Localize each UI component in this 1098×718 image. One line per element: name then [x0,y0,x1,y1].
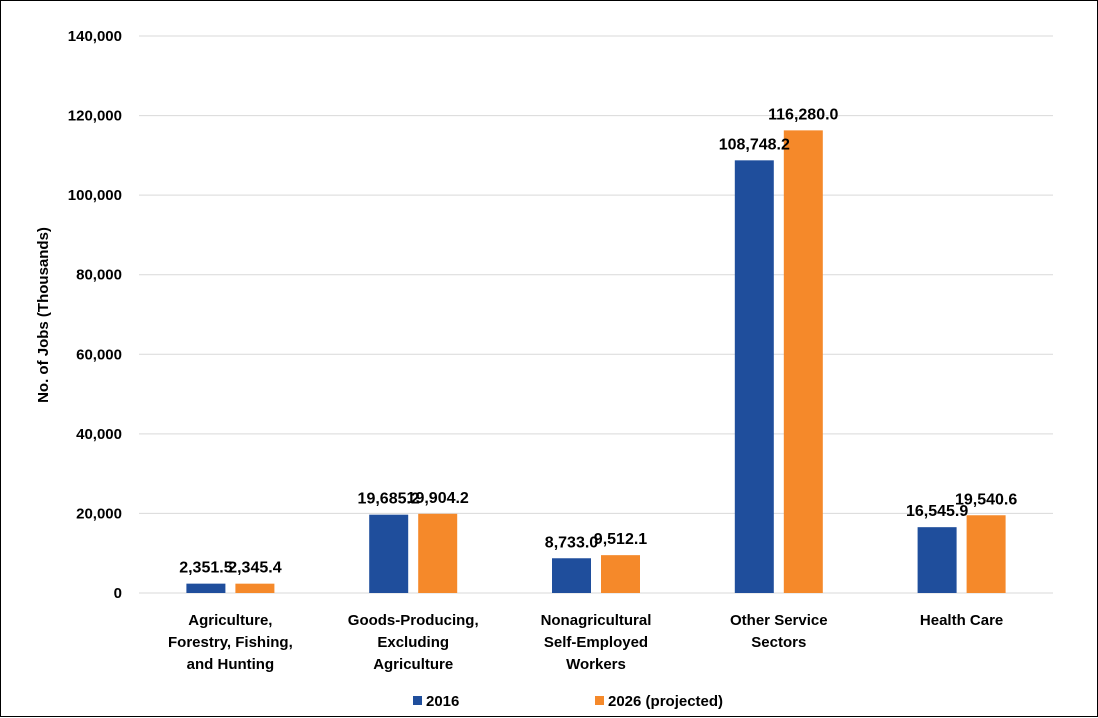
x-tick-label: Other Service Sectors [730,612,828,651]
y-tick-label: 100,000 [68,187,122,204]
bar-2016-0 [186,583,226,593]
bar-2026-4 [966,515,1006,593]
x-tick-label: Goods-Producing, Excluding Agriculture [348,612,479,673]
x-axis-ticks: Agriculture, Forestry, Fishing, and Huntin… [168,612,1003,673]
y-tick-label: 0 [114,585,122,602]
bar-2016-1 [369,514,409,593]
data-label: 2,345.4 [228,560,281,577]
y-axis-ticks: 0 20,000 40,000 60,000 80,000 100,000 120,000 1… [68,28,122,602]
data-label: 16,545.9 [906,503,968,520]
data-label: 19,904.2 [407,490,469,507]
bar-2026-2 [601,555,640,593]
legend-swatch-2016 [413,696,422,705]
y-tick-label: 40,000 [76,426,122,443]
data-label: 19,685.2 [358,491,420,508]
bar-2026-0 [235,583,275,593]
legend-label-2016: 2016 [426,693,459,710]
x-tick-label: Health Care [920,612,1003,629]
data-label: 8,733.0 [545,534,598,551]
data-label: 116,280.0 [768,106,838,123]
legend-label-2026-projected: 2026 (projected) [608,693,723,710]
data-label: 19,540.6 [955,491,1017,508]
y-tick-label: 140,000 [68,28,122,45]
bar-2016-4 [917,527,957,593]
data-labels: 2,351.5 19,685.2 8,733.0 108,748.2 16,545.9 2… [179,106,1017,576]
bar-2016-2 [552,558,591,593]
data-label: 2,351.5 [179,560,232,577]
y-axis-label: No. of Jobs (Thousands) [35,227,52,403]
y-tick-label: 120,000 [68,108,122,125]
bars [186,130,1006,594]
x-tick-label: Nonagricultural Self-Employed Workers [541,612,652,673]
x-tick-label: Agriculture, Forestry, Fishing, and Huntin… [168,612,293,673]
bar-2026-1 [418,513,458,593]
legend-swatch-2026-projected [595,696,604,705]
bar-2016-3 [734,160,774,593]
data-label: 9,512.1 [594,531,647,548]
y-tick-label: 80,000 [76,267,122,284]
y-tick-label: 20,000 [76,505,122,522]
y-tick-label: 60,000 [76,346,122,363]
data-label: 108,748.2 [719,136,790,153]
legend: 2016 2026 (projected) [413,693,723,710]
gridlines [139,35,1053,594]
bar-2026-3 [783,130,823,594]
